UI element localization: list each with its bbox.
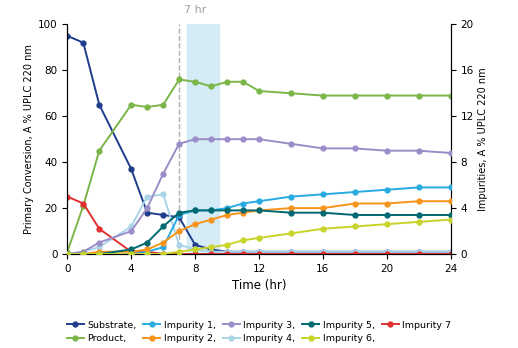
Y-axis label: Impurities, A % UPLC 220 nm: Impurities, A % UPLC 220 nm [478, 68, 488, 211]
Legend: Substrate,, Product,, Impurity 1,, Impurity 2,, Impurity 3,, Impurity 4,, Impuri: Substrate,, Product,, Impurity 1,, Impur… [67, 321, 451, 343]
Bar [187, 24, 219, 254]
X-axis label: Time (hr): Time (hr) [232, 279, 286, 292]
Y-axis label: Primary Conversion, A % UPLC 220 nm: Primary Conversion, A % UPLC 220 nm [24, 44, 34, 234]
Text: 7 hr: 7 hr [184, 5, 206, 15]
